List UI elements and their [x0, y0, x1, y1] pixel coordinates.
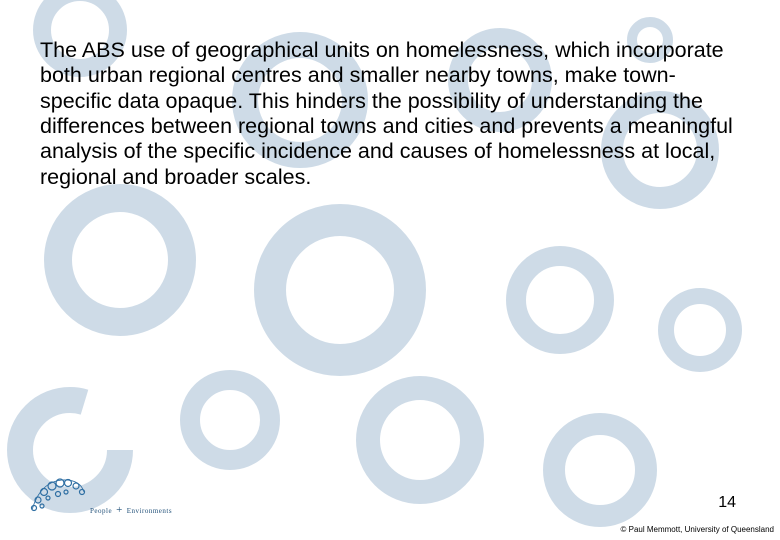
logo: People + Environments — [28, 476, 172, 516]
page-number: 14 — [718, 494, 736, 512]
logo-environments: Environments — [127, 508, 172, 515]
copyright: © Paul Memmott, University of Queensland — [620, 525, 774, 534]
body-paragraph: The ABS use of geographical units on hom… — [40, 38, 740, 190]
slide: The ABS use of geographical units on hom… — [0, 0, 780, 540]
logo-text: People + Environments — [90, 505, 172, 516]
logo-plus-icon: + — [116, 505, 123, 516]
logo-people: People — [90, 508, 112, 515]
logo-icon — [28, 476, 86, 516]
